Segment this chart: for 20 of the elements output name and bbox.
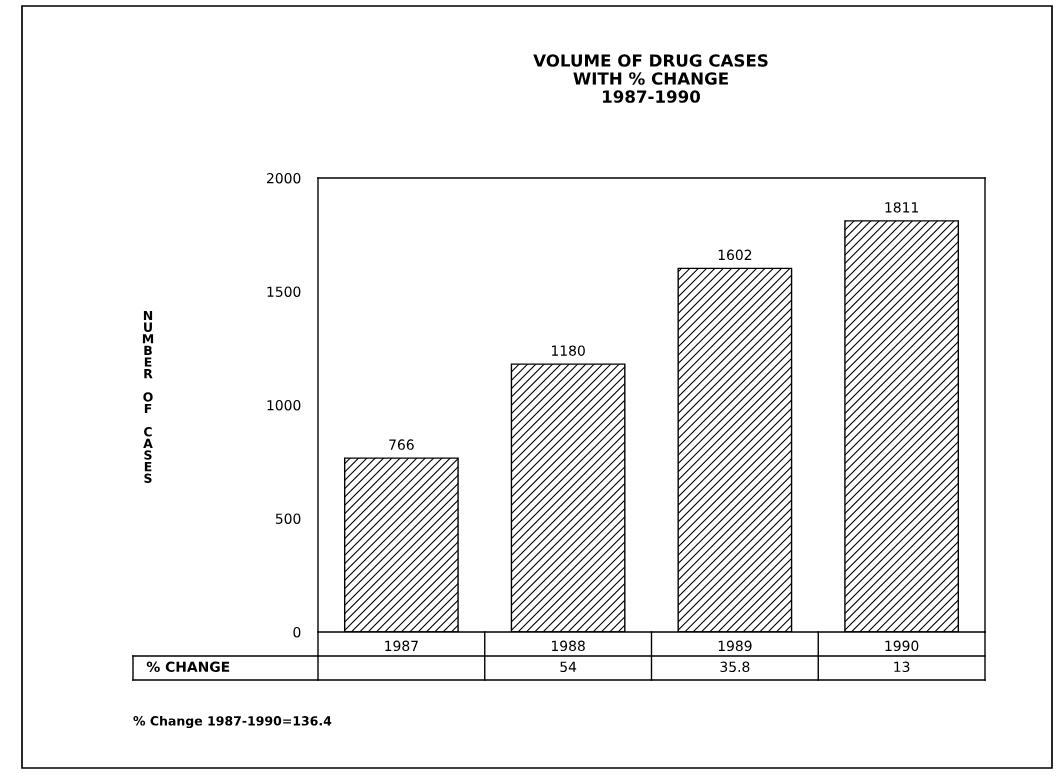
y-tick-label: 500 [275, 513, 301, 524]
x-tick-label: 1987 [385, 640, 418, 652]
y-tick-label: 2000 [267, 172, 301, 184]
data-label: 1811 [885, 202, 919, 213]
data-label: 766 [389, 439, 414, 450]
y-tick-label: 1000 [267, 399, 301, 411]
x-tick-label: 1989 [718, 640, 752, 652]
text: 13 [894, 661, 910, 673]
data-label: 1602 [718, 249, 752, 261]
chart-title: VOLUME OF DRUG CASES WITH % CHANGE 1987-1990 [533, 54, 768, 103]
text: % CHANGE [146, 661, 230, 673]
text: 35.8 [720, 661, 750, 673]
text: 54 [560, 661, 577, 673]
text: NUMBER OF CASES [142, 310, 154, 483]
data-label: 1180 [551, 345, 585, 356]
x-tick-label: 1990 [885, 640, 919, 652]
y-tick-label: 0 [293, 626, 301, 638]
text: % Change 1987-1990=136.4 [133, 715, 332, 729]
y-tick-label: 1500 [267, 286, 301, 297]
x-tick-label: 1988 [551, 640, 585, 652]
